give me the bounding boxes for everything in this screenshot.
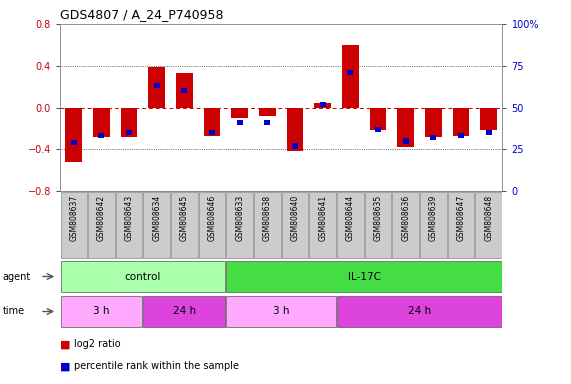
Bar [292, 143, 298, 149]
Bar [315, 103, 331, 108]
Bar [397, 108, 414, 147]
Text: time: time [3, 306, 25, 316]
Bar [61, 261, 226, 292]
Bar [282, 192, 308, 258]
Bar [264, 120, 271, 125]
Text: GSM808643: GSM808643 [124, 194, 134, 241]
Bar [370, 108, 387, 131]
Text: GSM808645: GSM808645 [180, 194, 189, 241]
Text: GSM808647: GSM808647 [456, 194, 465, 241]
Bar [337, 192, 364, 258]
Text: ■: ■ [60, 361, 70, 371]
Bar [403, 138, 409, 144]
Bar [121, 108, 138, 137]
Bar [485, 130, 492, 135]
Bar [154, 83, 160, 88]
Text: GDS4807 / A_24_P740958: GDS4807 / A_24_P740958 [60, 8, 223, 22]
Bar [347, 70, 353, 75]
Text: GSM808633: GSM808633 [235, 194, 244, 241]
Bar [182, 88, 187, 93]
Bar [227, 261, 502, 292]
Bar [61, 192, 87, 258]
Bar [199, 192, 226, 258]
Bar [425, 108, 441, 137]
Bar [61, 296, 142, 327]
Bar [420, 192, 447, 258]
Bar [88, 192, 115, 258]
Bar [176, 73, 193, 108]
Text: GSM808637: GSM808637 [69, 194, 78, 241]
Bar [71, 140, 77, 145]
Bar [453, 108, 469, 136]
Bar [116, 192, 142, 258]
Bar [143, 296, 226, 327]
Bar [93, 108, 110, 137]
Bar [209, 130, 215, 135]
Bar [309, 192, 336, 258]
Bar [476, 192, 502, 258]
Text: GSM808648: GSM808648 [484, 194, 493, 240]
Text: GSM808638: GSM808638 [263, 194, 272, 240]
Text: IL-17C: IL-17C [348, 271, 381, 281]
Text: 24 h: 24 h [173, 306, 196, 316]
Text: GSM808644: GSM808644 [346, 194, 355, 241]
Bar [337, 296, 502, 327]
Bar [204, 108, 220, 136]
Bar [227, 296, 336, 327]
Bar [431, 135, 436, 140]
Bar [365, 192, 391, 258]
Bar [237, 120, 243, 125]
Text: GSM808640: GSM808640 [291, 194, 300, 241]
Bar [287, 108, 303, 151]
Text: control: control [124, 271, 161, 281]
Bar [342, 45, 359, 108]
Bar [375, 127, 381, 132]
Text: GSM808634: GSM808634 [152, 194, 161, 241]
Bar [254, 192, 281, 258]
Bar [392, 192, 419, 258]
Bar [259, 108, 276, 116]
Bar [231, 108, 248, 118]
Bar [458, 133, 464, 139]
Bar [66, 108, 82, 162]
Text: ■: ■ [60, 339, 70, 349]
Bar [148, 67, 165, 108]
Text: 3 h: 3 h [93, 306, 110, 316]
Bar [227, 192, 253, 258]
Text: 3 h: 3 h [273, 306, 289, 316]
Text: GSM808646: GSM808646 [208, 194, 216, 241]
Bar [98, 133, 104, 139]
Text: percentile rank within the sample: percentile rank within the sample [74, 361, 239, 371]
Text: 24 h: 24 h [408, 306, 431, 316]
Bar [480, 108, 497, 131]
Text: GSM808635: GSM808635 [373, 194, 383, 241]
Text: GSM808636: GSM808636 [401, 194, 410, 241]
Text: GSM808641: GSM808641 [318, 194, 327, 240]
Bar [143, 192, 170, 258]
Bar [171, 192, 198, 258]
Bar [126, 130, 132, 135]
Text: agent: agent [3, 271, 31, 281]
Text: log2 ratio: log2 ratio [74, 339, 121, 349]
Bar [448, 192, 475, 258]
Text: GSM808642: GSM808642 [97, 194, 106, 240]
Text: GSM808639: GSM808639 [429, 194, 438, 241]
Bar [320, 101, 325, 107]
